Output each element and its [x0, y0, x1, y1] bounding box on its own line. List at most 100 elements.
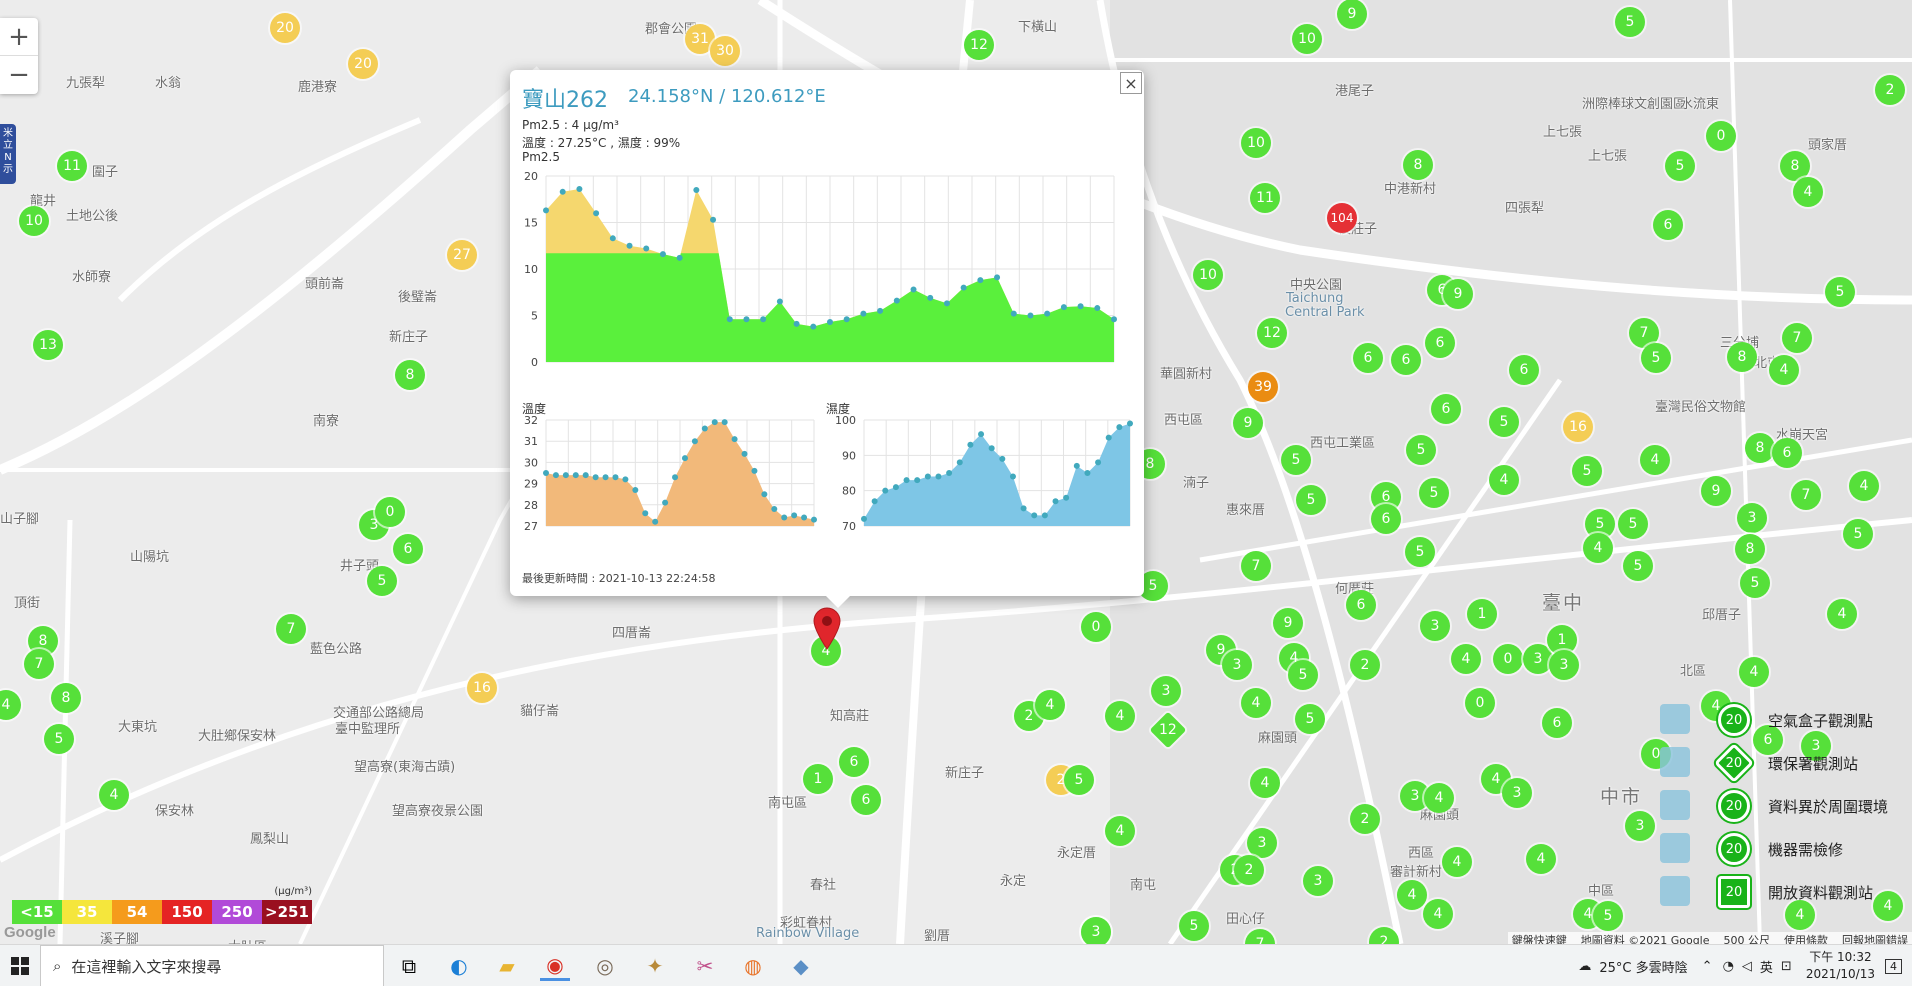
station-marker[interactable]: 4: [1442, 847, 1472, 877]
station-marker[interactable]: 3: [1247, 828, 1277, 858]
station-marker[interactable]: 4: [1105, 816, 1135, 846]
station-marker[interactable]: 4: [1489, 465, 1519, 495]
station-marker[interactable]: 5: [1405, 537, 1435, 567]
station-marker[interactable]: 5: [1419, 478, 1449, 508]
station-marker[interactable]: 8: [1727, 342, 1757, 372]
station-marker[interactable]: 9: [1233, 408, 1263, 438]
station-marker[interactable]: 11: [57, 151, 87, 181]
station-marker[interactable]: 6: [1772, 438, 1802, 468]
station-marker[interactable]: 4: [1785, 900, 1815, 930]
station-marker[interactable]: 4: [0, 690, 21, 720]
station-marker[interactable]: 39: [1248, 372, 1278, 402]
station-marker[interactable]: 6: [1653, 210, 1683, 240]
station-marker[interactable]: 1: [1467, 599, 1497, 629]
station-marker[interactable]: 3: [1625, 811, 1655, 841]
clock[interactable]: 下午 10:32 2021/10/13: [1806, 949, 1875, 983]
station-marker[interactable]: 6: [839, 747, 869, 777]
start-button[interactable]: [0, 945, 40, 986]
station-marker[interactable]: 4: [1526, 844, 1556, 874]
station-marker[interactable]: 9: [1337, 0, 1367, 29]
station-marker[interactable]: 3: [1081, 917, 1111, 944]
station-marker[interactable]: 0: [1081, 612, 1111, 642]
station-marker[interactable]: 2: [1369, 927, 1399, 944]
station-marker[interactable]: 7: [24, 649, 54, 679]
station-marker[interactable]: 27: [447, 240, 477, 270]
station-marker[interactable]: 6: [1753, 725, 1783, 755]
station-marker[interactable]: 0: [375, 497, 405, 527]
station-marker[interactable]: 9: [1701, 476, 1731, 506]
station-marker[interactable]: 3: [1502, 778, 1532, 808]
station-marker[interactable]: 5: [1295, 704, 1325, 734]
station-marker[interactable]: 8: [51, 683, 81, 713]
station-marker[interactable]: 3: [1801, 731, 1831, 761]
station-marker[interactable]: 12: [964, 30, 994, 60]
station-marker[interactable]: 5: [1825, 277, 1855, 307]
station-marker[interactable]: 4: [1583, 533, 1613, 563]
app-bird-icon[interactable]: ✦: [646, 954, 664, 978]
station-marker[interactable]: 8: [395, 360, 425, 390]
station-marker[interactable]: 7: [1782, 323, 1812, 353]
station-marker[interactable]: 5: [1489, 407, 1519, 437]
station-marker[interactable]: 11: [1250, 183, 1280, 213]
station-marker[interactable]: 4: [1640, 445, 1670, 475]
taskbar-search[interactable]: ⌕ 在這裡輸入文字來搜尋: [40, 945, 384, 986]
station-marker[interactable]: 4: [1793, 177, 1823, 207]
station-marker[interactable]: 16: [1563, 412, 1593, 442]
station-marker[interactable]: 7: [1791, 480, 1821, 510]
station-marker[interactable]: 20: [270, 13, 300, 43]
ime-indicator[interactable]: 英: [1759, 960, 1773, 976]
weather-text[interactable]: 25°C 多雲時陰: [1599, 960, 1688, 976]
station-marker[interactable]: 5: [1843, 519, 1873, 549]
station-marker[interactable]: 2: [1350, 650, 1380, 680]
station-marker[interactable]: 30: [710, 36, 740, 66]
station-marker[interactable]: 5: [1665, 151, 1695, 181]
station-marker[interactable]: 5: [1740, 568, 1770, 598]
notification-badge[interactable]: 4: [1885, 958, 1902, 974]
volume-icon[interactable]: ◁: [1741, 958, 1752, 974]
station-marker[interactable]: 4: [1105, 701, 1135, 731]
station-marker[interactable]: 4: [1849, 471, 1879, 501]
station-marker[interactable]: 8: [1735, 534, 1765, 564]
station-marker[interactable]: 5: [1572, 456, 1602, 486]
station-marker[interactable]: 6: [851, 785, 881, 815]
selected-pin[interactable]: [812, 606, 842, 650]
station-marker[interactable]: 9: [1273, 608, 1303, 638]
station-marker[interactable]: 6: [1391, 345, 1421, 375]
station-marker[interactable]: 6: [393, 534, 423, 564]
edge-icon[interactable]: ◐: [450, 954, 468, 978]
station-marker[interactable]: 5: [1618, 509, 1648, 539]
station-marker[interactable]: 3: [1303, 866, 1333, 896]
station-marker[interactable]: 16: [467, 673, 497, 703]
station-marker[interactable]: 3: [1420, 611, 1450, 641]
station-marker[interactable]: 13: [33, 330, 63, 360]
station-marker[interactable]: 104: [1327, 203, 1357, 233]
station-marker[interactable]: 9: [1443, 279, 1473, 309]
side-panel-tab[interactable]: 米立N示: [0, 124, 16, 184]
station-marker[interactable]: 6: [1346, 590, 1376, 620]
station-marker[interactable]: 10: [1193, 260, 1223, 290]
report-error-link[interactable]: 回報地圖錯誤: [1842, 934, 1908, 947]
station-marker[interactable]: 6: [1425, 328, 1455, 358]
station-marker[interactable]: 10: [1292, 24, 1322, 54]
station-marker[interactable]: 4: [1769, 355, 1799, 385]
station-marker[interactable]: 5: [1281, 445, 1311, 475]
station-marker[interactable]: 5: [1179, 911, 1209, 941]
station-marker[interactable]: 5: [1623, 551, 1653, 581]
app-box-icon[interactable]: ◆: [793, 954, 809, 978]
station-marker[interactable]: 3: [1151, 676, 1181, 706]
station-marker[interactable]: 7: [276, 614, 306, 644]
zoom-in-button[interactable]: +: [0, 18, 38, 56]
station-marker[interactable]: 3: [1549, 650, 1579, 680]
station-marker[interactable]: 4: [1827, 599, 1857, 629]
station-marker[interactable]: 5: [1406, 435, 1436, 465]
station-marker[interactable]: 10: [19, 206, 49, 236]
station-marker[interactable]: 5: [44, 724, 74, 754]
terms-link[interactable]: 使用條款: [1784, 934, 1828, 947]
task-view-icon[interactable]: ⧉: [401, 954, 417, 978]
station-marker[interactable]: 4: [1397, 880, 1427, 910]
station-marker[interactable]: 4: [1424, 783, 1454, 813]
station-marker[interactable]: 8: [1745, 433, 1775, 463]
station-marker[interactable]: 12: [1257, 318, 1287, 348]
ime-mode-icon[interactable]: ⊡: [1780, 958, 1792, 974]
station-marker[interactable]: 4: [1451, 644, 1481, 674]
